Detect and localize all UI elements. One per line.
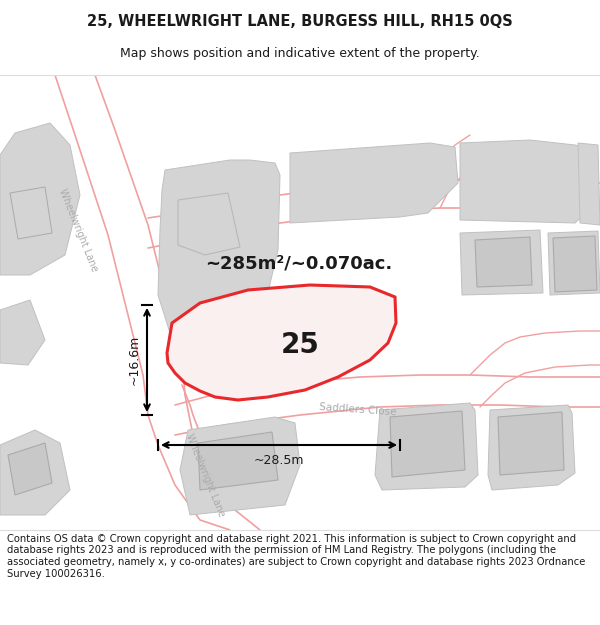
Text: 25, WHEELWRIGHT LANE, BURGESS HILL, RH15 0QS: 25, WHEELWRIGHT LANE, BURGESS HILL, RH15…	[87, 14, 513, 29]
Polygon shape	[167, 285, 396, 400]
Polygon shape	[548, 231, 600, 295]
Text: Map shows position and indicative extent of the property.: Map shows position and indicative extent…	[120, 48, 480, 61]
Text: ~16.6m: ~16.6m	[128, 335, 140, 385]
Text: 25: 25	[281, 331, 319, 359]
Polygon shape	[390, 411, 465, 477]
Polygon shape	[0, 430, 70, 515]
Text: Saddlers Close: Saddlers Close	[319, 402, 397, 418]
Text: Wheelwright Lane: Wheelwright Lane	[184, 432, 226, 518]
Polygon shape	[488, 405, 575, 490]
Polygon shape	[178, 193, 240, 255]
Text: Wheelwright Lane: Wheelwright Lane	[57, 187, 99, 273]
Polygon shape	[475, 237, 532, 287]
Polygon shape	[553, 236, 597, 292]
Polygon shape	[0, 300, 45, 365]
Polygon shape	[290, 143, 458, 223]
Polygon shape	[0, 123, 80, 275]
Polygon shape	[10, 187, 52, 239]
Polygon shape	[375, 403, 478, 490]
Polygon shape	[158, 160, 280, 343]
Polygon shape	[460, 140, 595, 223]
Text: ~28.5m: ~28.5m	[254, 454, 304, 468]
Polygon shape	[198, 432, 278, 490]
Text: ~285m²/~0.070ac.: ~285m²/~0.070ac.	[205, 254, 392, 272]
Polygon shape	[8, 443, 52, 495]
Text: Contains OS data © Crown copyright and database right 2021. This information is : Contains OS data © Crown copyright and d…	[7, 534, 586, 579]
Polygon shape	[498, 412, 564, 475]
Polygon shape	[578, 143, 600, 225]
Polygon shape	[460, 230, 543, 295]
Polygon shape	[180, 417, 300, 515]
